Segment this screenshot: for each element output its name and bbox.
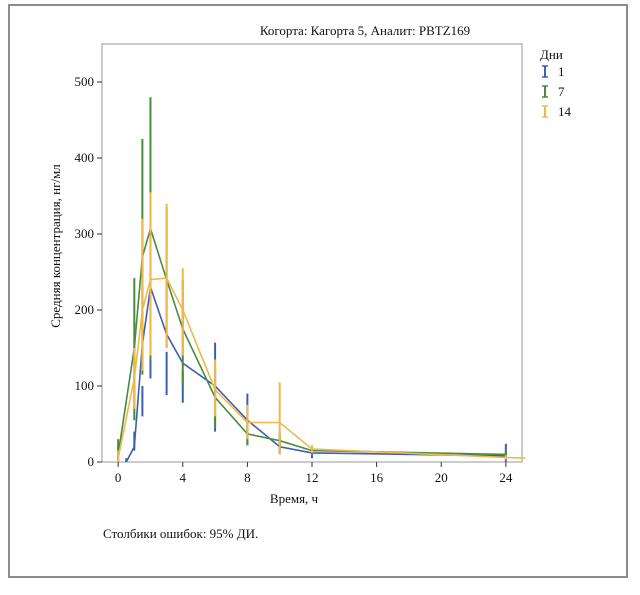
plot-area: 0 100 200 300 400 500 0 4 8 12 16 20 24 [75,43,526,485]
chart-frame: Когорта: Кагорта 5, Аналит: PBTZ169 0 100… [8,4,628,578]
x-tick-label: 16 [370,470,384,485]
error-bar-footnote: Столбики ошибок: 95% ДИ. [103,526,259,541]
legend-label: 7 [558,84,565,99]
y-tick-label: 100 [75,378,95,393]
x-tick-label: 4 [180,470,187,485]
chart-title: Когорта: Кагорта 5, Аналит: PBTZ169 [260,23,470,38]
x-axis-label: Время, ч [270,491,319,506]
x-tick-label: 20 [435,470,448,485]
y-tick-label: 500 [75,74,95,89]
legend-title: Дни [540,47,563,62]
legend-label: 1 [558,64,565,79]
legend-label: 14 [558,104,572,119]
legend: Дни 1 7 14 [540,47,572,119]
x-tick-label: 24 [499,470,513,485]
x-tick-label: 8 [244,470,251,485]
y-axis-label: Средняя концентрация, нг/мл [48,164,63,328]
y-tick-label: 300 [75,226,95,241]
pk-line-chart: Когорта: Кагорта 5, Аналит: PBTZ169 0100… [48,23,572,506]
x-tick-label: 0 [115,470,122,485]
series-line [117,277,526,459]
series-14 [117,192,526,462]
y-tick-label: 0 [88,454,95,469]
y-tick-label: 400 [75,150,95,165]
y-tick-label: 200 [75,302,95,317]
x-tick-label: 12 [306,470,319,485]
plot-frame [101,43,523,463]
